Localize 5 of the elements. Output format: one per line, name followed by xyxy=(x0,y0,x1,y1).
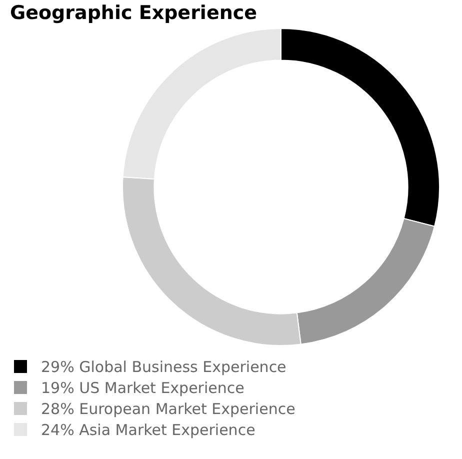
legend-label: 24% Asia Market Experience xyxy=(41,420,256,438)
legend-label: 29% Global Business Experience xyxy=(41,358,286,376)
legend-label: 28% European Market Experience xyxy=(41,400,296,418)
chart-title: Geographic Experience xyxy=(9,1,258,24)
legend-label: 19% US Market Experience xyxy=(41,378,244,396)
